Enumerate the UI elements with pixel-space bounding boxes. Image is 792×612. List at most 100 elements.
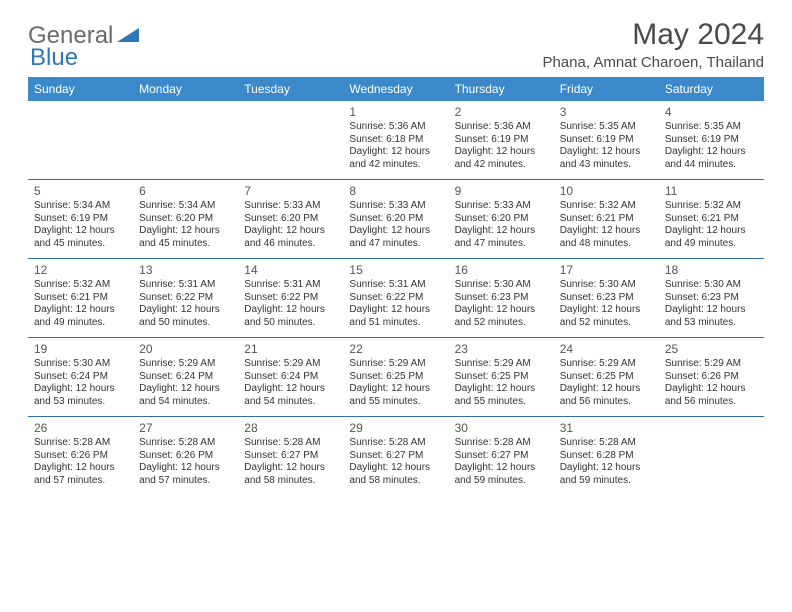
daylight-line: Daylight: 12 hours and 54 minutes.	[244, 383, 337, 408]
day-cell: 30Sunrise: 5:28 AMSunset: 6:27 PMDayligh…	[449, 417, 554, 495]
sunset-line: Sunset: 6:19 PM	[665, 134, 758, 147]
day-number: 26	[34, 421, 127, 436]
daylight-line: Daylight: 12 hours and 57 minutes.	[34, 462, 127, 487]
day-number: 9	[455, 184, 548, 199]
day-cell: 11Sunrise: 5:32 AMSunset: 6:21 PMDayligh…	[659, 180, 764, 258]
sunset-line: Sunset: 6:21 PM	[34, 292, 127, 305]
day-number: 25	[665, 342, 758, 357]
day-number: 7	[244, 184, 337, 199]
sunrise-line: Sunrise: 5:30 AM	[34, 358, 127, 371]
sunrise-line: Sunrise: 5:34 AM	[139, 200, 232, 213]
day-cell: 28Sunrise: 5:28 AMSunset: 6:27 PMDayligh…	[238, 417, 343, 495]
empty-cell	[238, 101, 343, 179]
day-cell: 20Sunrise: 5:29 AMSunset: 6:24 PMDayligh…	[133, 338, 238, 416]
day-cell: 22Sunrise: 5:29 AMSunset: 6:25 PMDayligh…	[343, 338, 448, 416]
weekday-header-row: SundayMondayTuesdayWednesdayThursdayFrid…	[28, 77, 764, 101]
daylight-line: Daylight: 12 hours and 57 minutes.	[139, 462, 232, 487]
empty-cell	[28, 101, 133, 179]
daylight-line: Daylight: 12 hours and 49 minutes.	[665, 225, 758, 250]
sunrise-line: Sunrise: 5:28 AM	[34, 437, 127, 450]
sunrise-line: Sunrise: 5:36 AM	[349, 121, 442, 134]
sunrise-line: Sunrise: 5:30 AM	[455, 279, 548, 292]
sunrise-line: Sunrise: 5:31 AM	[349, 279, 442, 292]
daylight-line: Daylight: 12 hours and 42 minutes.	[455, 146, 548, 171]
sunset-line: Sunset: 6:20 PM	[455, 213, 548, 226]
day-cell: 8Sunrise: 5:33 AMSunset: 6:20 PMDaylight…	[343, 180, 448, 258]
day-number: 29	[349, 421, 442, 436]
daylight-line: Daylight: 12 hours and 58 minutes.	[244, 462, 337, 487]
day-number: 15	[349, 263, 442, 278]
day-number: 4	[665, 105, 758, 120]
sunset-line: Sunset: 6:25 PM	[560, 371, 653, 384]
day-number: 22	[349, 342, 442, 357]
day-number: 30	[455, 421, 548, 436]
daylight-line: Daylight: 12 hours and 46 minutes.	[244, 225, 337, 250]
daylight-line: Daylight: 12 hours and 54 minutes.	[139, 383, 232, 408]
day-cell: 24Sunrise: 5:29 AMSunset: 6:25 PMDayligh…	[554, 338, 659, 416]
day-number: 10	[560, 184, 653, 199]
location-text: Phana, Amnat Charoen, Thailand	[542, 54, 764, 71]
daylight-line: Daylight: 12 hours and 56 minutes.	[560, 383, 653, 408]
sunrise-line: Sunrise: 5:31 AM	[244, 279, 337, 292]
daylight-line: Daylight: 12 hours and 58 minutes.	[349, 462, 442, 487]
day-number: 18	[665, 263, 758, 278]
daylight-line: Daylight: 12 hours and 49 minutes.	[34, 304, 127, 329]
daylight-line: Daylight: 12 hours and 48 minutes.	[560, 225, 653, 250]
weekday-header-monday: Monday	[133, 77, 238, 101]
day-cell: 6Sunrise: 5:34 AMSunset: 6:20 PMDaylight…	[133, 180, 238, 258]
logo-word-blue: Blue	[30, 44, 78, 71]
sunset-line: Sunset: 6:25 PM	[455, 371, 548, 384]
day-number: 20	[139, 342, 232, 357]
day-cell: 5Sunrise: 5:34 AMSunset: 6:19 PMDaylight…	[28, 180, 133, 258]
day-number: 19	[34, 342, 127, 357]
day-cell: 25Sunrise: 5:29 AMSunset: 6:26 PMDayligh…	[659, 338, 764, 416]
day-cell: 26Sunrise: 5:28 AMSunset: 6:26 PMDayligh…	[28, 417, 133, 495]
sunrise-line: Sunrise: 5:32 AM	[665, 200, 758, 213]
empty-cell	[133, 101, 238, 179]
daylight-line: Daylight: 12 hours and 51 minutes.	[349, 304, 442, 329]
day-number: 5	[34, 184, 127, 199]
daylight-line: Daylight: 12 hours and 45 minutes.	[139, 225, 232, 250]
sunrise-line: Sunrise: 5:30 AM	[560, 279, 653, 292]
daylight-line: Daylight: 12 hours and 52 minutes.	[455, 304, 548, 329]
sunrise-line: Sunrise: 5:28 AM	[244, 437, 337, 450]
sunset-line: Sunset: 6:22 PM	[349, 292, 442, 305]
daylight-line: Daylight: 12 hours and 52 minutes.	[560, 304, 653, 329]
day-number: 6	[139, 184, 232, 199]
day-cell: 9Sunrise: 5:33 AMSunset: 6:20 PMDaylight…	[449, 180, 554, 258]
day-number: 21	[244, 342, 337, 357]
sunrise-line: Sunrise: 5:29 AM	[244, 358, 337, 371]
sunset-line: Sunset: 6:24 PM	[244, 371, 337, 384]
daylight-line: Daylight: 12 hours and 53 minutes.	[34, 383, 127, 408]
day-number: 14	[244, 263, 337, 278]
daylight-line: Daylight: 12 hours and 53 minutes.	[665, 304, 758, 329]
weekday-header-tuesday: Tuesday	[238, 77, 343, 101]
daylight-line: Daylight: 12 hours and 44 minutes.	[665, 146, 758, 171]
day-number: 28	[244, 421, 337, 436]
week-row: 26Sunrise: 5:28 AMSunset: 6:26 PMDayligh…	[28, 417, 764, 495]
daylight-line: Daylight: 12 hours and 47 minutes.	[455, 225, 548, 250]
header: General May 2024 Phana, Amnat Charoen, T…	[28, 18, 764, 71]
sunset-line: Sunset: 6:27 PM	[244, 450, 337, 463]
weekday-header-saturday: Saturday	[659, 77, 764, 101]
day-cell: 16Sunrise: 5:30 AMSunset: 6:23 PMDayligh…	[449, 259, 554, 337]
sunset-line: Sunset: 6:19 PM	[34, 213, 127, 226]
day-cell: 14Sunrise: 5:31 AMSunset: 6:22 PMDayligh…	[238, 259, 343, 337]
day-cell: 2Sunrise: 5:36 AMSunset: 6:19 PMDaylight…	[449, 101, 554, 179]
sunrise-line: Sunrise: 5:30 AM	[665, 279, 758, 292]
sunrise-line: Sunrise: 5:29 AM	[665, 358, 758, 371]
week-row: 12Sunrise: 5:32 AMSunset: 6:21 PMDayligh…	[28, 259, 764, 338]
weekday-header-thursday: Thursday	[449, 77, 554, 101]
sunset-line: Sunset: 6:25 PM	[349, 371, 442, 384]
day-cell: 23Sunrise: 5:29 AMSunset: 6:25 PMDayligh…	[449, 338, 554, 416]
calendar-body: 1Sunrise: 5:36 AMSunset: 6:18 PMDaylight…	[28, 101, 764, 495]
sunset-line: Sunset: 6:26 PM	[34, 450, 127, 463]
page-title: May 2024	[542, 18, 764, 52]
day-number: 24	[560, 342, 653, 357]
sunrise-line: Sunrise: 5:35 AM	[560, 121, 653, 134]
day-cell: 21Sunrise: 5:29 AMSunset: 6:24 PMDayligh…	[238, 338, 343, 416]
week-row: 19Sunrise: 5:30 AMSunset: 6:24 PMDayligh…	[28, 338, 764, 417]
sunset-line: Sunset: 6:27 PM	[455, 450, 548, 463]
day-number: 16	[455, 263, 548, 278]
day-cell: 29Sunrise: 5:28 AMSunset: 6:27 PMDayligh…	[343, 417, 448, 495]
